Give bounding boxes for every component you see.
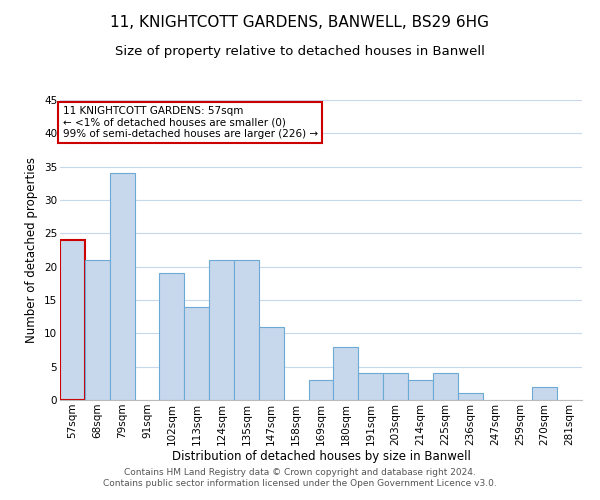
Bar bbox=[383, 374, 408, 400]
Bar bbox=[60, 240, 85, 400]
Bar bbox=[308, 380, 334, 400]
Text: Contains HM Land Registry data © Crown copyright and database right 2024.
Contai: Contains HM Land Registry data © Crown c… bbox=[103, 468, 497, 487]
Bar bbox=[358, 374, 383, 400]
Bar bbox=[408, 380, 433, 400]
Bar bbox=[259, 326, 284, 400]
Bar bbox=[110, 174, 134, 400]
Bar bbox=[234, 260, 259, 400]
Bar bbox=[209, 260, 234, 400]
Bar bbox=[532, 386, 557, 400]
X-axis label: Distribution of detached houses by size in Banwell: Distribution of detached houses by size … bbox=[172, 450, 470, 464]
Text: 11 KNIGHTCOTT GARDENS: 57sqm
← <1% of detached houses are smaller (0)
99% of sem: 11 KNIGHTCOTT GARDENS: 57sqm ← <1% of de… bbox=[62, 106, 318, 139]
Bar bbox=[334, 346, 358, 400]
Bar bbox=[160, 274, 184, 400]
Bar bbox=[458, 394, 482, 400]
Bar bbox=[433, 374, 458, 400]
Bar bbox=[85, 260, 110, 400]
Text: Size of property relative to detached houses in Banwell: Size of property relative to detached ho… bbox=[115, 45, 485, 58]
Text: 11, KNIGHTCOTT GARDENS, BANWELL, BS29 6HG: 11, KNIGHTCOTT GARDENS, BANWELL, BS29 6H… bbox=[110, 15, 490, 30]
Y-axis label: Number of detached properties: Number of detached properties bbox=[25, 157, 38, 343]
Bar bbox=[184, 306, 209, 400]
